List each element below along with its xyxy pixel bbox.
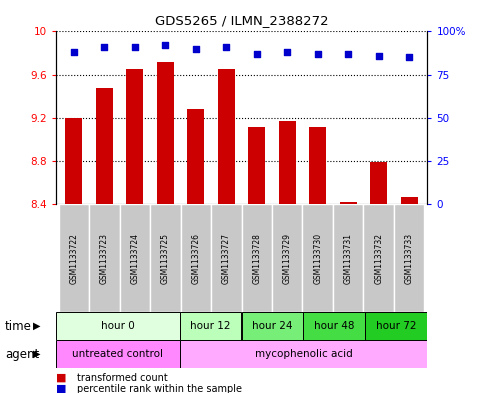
Point xyxy=(131,44,139,50)
Bar xyxy=(279,121,296,204)
Text: GSM1133729: GSM1133729 xyxy=(283,233,292,284)
Point xyxy=(192,46,199,52)
Text: untreated control: untreated control xyxy=(72,349,163,359)
Text: GDS5265 / ILMN_2388272: GDS5265 / ILMN_2388272 xyxy=(155,14,328,27)
Bar xyxy=(181,204,211,312)
Bar xyxy=(401,197,417,204)
Bar xyxy=(96,88,113,204)
Point xyxy=(161,42,169,48)
Bar xyxy=(127,69,143,204)
Text: ■: ■ xyxy=(56,384,66,393)
Point xyxy=(405,54,413,61)
Text: hour 48: hour 48 xyxy=(314,321,355,331)
Text: time: time xyxy=(5,320,32,333)
Point xyxy=(314,51,322,57)
Text: mycophenolic acid: mycophenolic acid xyxy=(255,349,353,359)
Text: hour 24: hour 24 xyxy=(252,321,293,331)
Bar xyxy=(120,204,150,312)
Bar xyxy=(309,127,326,204)
Text: GSM1133733: GSM1133733 xyxy=(405,233,413,284)
Bar xyxy=(272,204,302,312)
Text: transformed count: transformed count xyxy=(77,373,168,383)
Bar xyxy=(180,312,242,340)
Bar xyxy=(58,204,89,312)
Point xyxy=(100,44,108,50)
Bar xyxy=(218,69,235,204)
Bar xyxy=(363,204,394,312)
Text: GSM1133724: GSM1133724 xyxy=(130,233,139,284)
Point xyxy=(253,51,261,57)
Bar xyxy=(370,162,387,204)
Text: GSM1133730: GSM1133730 xyxy=(313,233,322,284)
Bar xyxy=(333,204,363,312)
Bar xyxy=(242,204,272,312)
Bar xyxy=(211,204,242,312)
Point xyxy=(344,51,352,57)
Point xyxy=(222,44,230,50)
Text: GSM1133722: GSM1133722 xyxy=(70,233,78,284)
Text: GSM1133725: GSM1133725 xyxy=(161,233,170,284)
Text: percentile rank within the sample: percentile rank within the sample xyxy=(77,384,242,393)
Bar xyxy=(242,312,303,340)
Bar xyxy=(303,312,366,340)
Bar xyxy=(366,312,427,340)
Text: agent: agent xyxy=(5,347,39,361)
Bar xyxy=(150,204,181,312)
Text: GSM1133726: GSM1133726 xyxy=(191,233,200,284)
Text: GSM1133728: GSM1133728 xyxy=(252,233,261,284)
Point xyxy=(284,49,291,55)
Bar xyxy=(340,202,356,204)
Bar xyxy=(248,127,265,204)
Bar xyxy=(89,204,120,312)
Bar xyxy=(56,340,180,368)
Bar xyxy=(66,118,82,204)
Bar xyxy=(180,340,427,368)
Text: ▶: ▶ xyxy=(33,321,41,331)
Point xyxy=(375,53,383,59)
Text: GSM1133727: GSM1133727 xyxy=(222,233,231,284)
Point xyxy=(70,49,78,55)
Bar xyxy=(302,204,333,312)
Text: ■: ■ xyxy=(56,373,66,383)
Bar xyxy=(56,312,180,340)
Bar xyxy=(157,62,174,204)
Text: hour 72: hour 72 xyxy=(376,321,417,331)
Text: GSM1133732: GSM1133732 xyxy=(374,233,383,284)
Bar xyxy=(394,204,425,312)
Text: GSM1133731: GSM1133731 xyxy=(344,233,353,284)
Text: hour 0: hour 0 xyxy=(100,321,134,331)
Text: hour 12: hour 12 xyxy=(190,321,231,331)
Bar xyxy=(187,109,204,204)
Text: ▶: ▶ xyxy=(33,349,41,359)
Text: GSM1133723: GSM1133723 xyxy=(100,233,109,284)
